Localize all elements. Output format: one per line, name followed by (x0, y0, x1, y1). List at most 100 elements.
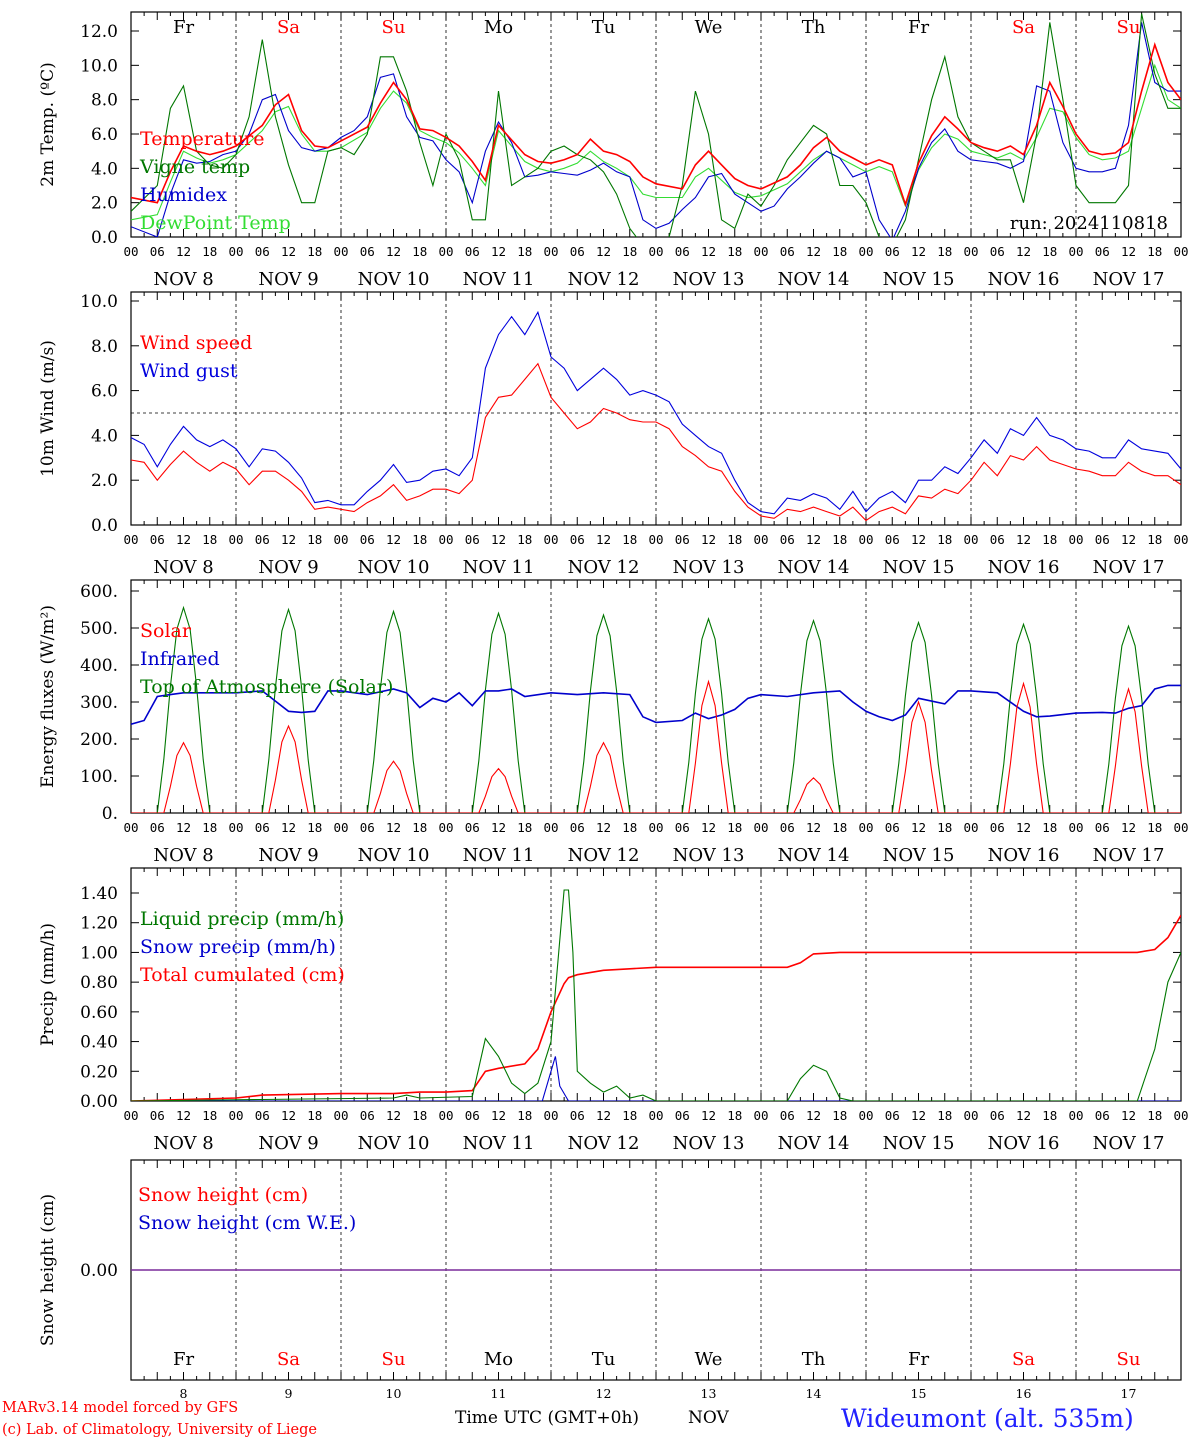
date-label: NOV 13 (673, 269, 745, 290)
hour-label: 00 (1173, 820, 1188, 835)
hour-label: 00 (543, 244, 558, 259)
hour-label: 12 (281, 244, 296, 259)
hour-label: 18 (517, 532, 532, 547)
hour-label: 00 (333, 820, 348, 835)
hour-label: 00 (648, 532, 663, 547)
date-label: NOV 9 (258, 269, 318, 290)
day-number: 10 (386, 1386, 402, 1401)
hour-label: 00 (1068, 1108, 1083, 1123)
hour-label: 12 (386, 532, 401, 547)
date-label: NOV 9 (258, 1133, 318, 1154)
series-line (131, 684, 1181, 725)
date-label: NOV 17 (1093, 845, 1165, 866)
legend-entry: Snow height (cm W.E.) (138, 1212, 356, 1234)
hour-label: 06 (465, 1108, 480, 1123)
series-line (131, 42, 1181, 207)
hour-label: 06 (570, 532, 585, 547)
hour-label: 00 (648, 820, 663, 835)
hour-label: 06 (570, 1108, 585, 1123)
date-label: NOV 17 (1093, 557, 1165, 578)
hour-label: 06 (150, 532, 165, 547)
hour-label: 00 (1068, 244, 1083, 259)
y-tick-label: 4.0 (91, 426, 118, 446)
hour-label: 00 (1173, 1108, 1188, 1123)
hour-label: 00 (753, 820, 768, 835)
hour-label: 00 (543, 532, 558, 547)
y-axis-label: Snow height (cm) (38, 1194, 58, 1346)
hour-label: 06 (990, 532, 1005, 547)
hour-label: 18 (1147, 244, 1162, 259)
date-label: NOV 11 (463, 269, 535, 290)
panel-series (131, 605, 1181, 813)
hour-label: 18 (937, 1108, 952, 1123)
date-label: NOV 13 (673, 845, 745, 866)
y-tick-label: 0.00 (80, 1092, 118, 1112)
y-tick-label: 500. (80, 619, 118, 639)
hour-label: 12 (491, 820, 506, 835)
date-label: NOV 15 (883, 557, 955, 578)
hour-label: 06 (150, 244, 165, 259)
hour-label: 00 (438, 820, 453, 835)
hour-label: 06 (360, 244, 375, 259)
hour-label: 00 (1068, 532, 1083, 547)
hour-label: 06 (990, 244, 1005, 259)
hour-label: 12 (281, 820, 296, 835)
hour-label: 00 (123, 244, 138, 259)
weekday-label: Th (802, 1349, 826, 1370)
legend-entry: Snow height (cm) (138, 1184, 308, 1206)
hour-label: 00 (963, 532, 978, 547)
date-label: NOV 8 (153, 557, 213, 578)
hour-label: 00 (858, 532, 873, 547)
hour-label: 12 (806, 820, 821, 835)
y-tick-label: 8.0 (91, 337, 118, 357)
y-axis-label: Energy fluxes (W/m²) (38, 605, 58, 788)
hour-label: 18 (832, 244, 847, 259)
hour-label: 12 (596, 1108, 611, 1123)
station-label: Wideumont (alt. 535m) (841, 1404, 1134, 1433)
legend-entry: Total cumulated (cm) (140, 964, 345, 986)
y-tick-label: 400. (80, 656, 118, 676)
weekday-label: Th (802, 17, 826, 38)
y-tick-label: 0.20 (80, 1062, 118, 1082)
date-label: NOV 9 (258, 845, 318, 866)
date-label: NOV 13 (673, 557, 745, 578)
hour-label: 12 (176, 244, 191, 259)
hour-label: 12 (1016, 244, 1031, 259)
series-line (131, 1056, 1181, 1101)
hour-label: 00 (333, 1108, 348, 1123)
date-label: NOV 14 (778, 269, 850, 290)
legend-entry: Wind gust (140, 360, 238, 382)
hour-label: 18 (202, 1108, 217, 1123)
hour-label: 00 (858, 820, 873, 835)
weekday-label: Sa (277, 17, 300, 38)
hour-label: 18 (307, 820, 322, 835)
hour-label: 00 (123, 820, 138, 835)
hour-label: 18 (307, 1108, 322, 1123)
hour-label: 18 (202, 820, 217, 835)
hour-label: 00 (438, 1108, 453, 1123)
day-number: 13 (701, 1386, 717, 1401)
weekday-label: Su (382, 17, 406, 38)
hour-label: 06 (675, 820, 690, 835)
hour-label: 12 (911, 1108, 926, 1123)
hour-label: 06 (780, 244, 795, 259)
weekday-label: Fr (173, 17, 194, 38)
date-label: NOV 10 (358, 845, 430, 866)
hour-label: 06 (675, 532, 690, 547)
hour-label: 18 (832, 532, 847, 547)
weekday-label: Sa (1012, 17, 1035, 38)
hour-label: 06 (255, 1108, 270, 1123)
hour-label: 18 (1042, 244, 1057, 259)
hour-label: 06 (150, 820, 165, 835)
hour-label: 12 (911, 820, 926, 835)
y-tick-label: 8.0 (91, 91, 118, 111)
legend-entry: Wind speed (140, 332, 252, 354)
month-label: NOV (688, 1408, 730, 1428)
hour-label: 06 (675, 1108, 690, 1123)
series-line (131, 63, 1181, 221)
hour-label: 18 (832, 1108, 847, 1123)
weekday-label: Mo (484, 1349, 513, 1370)
weekday-label: Su (1117, 17, 1141, 38)
y-tick-label: 0.00 (80, 1261, 118, 1281)
